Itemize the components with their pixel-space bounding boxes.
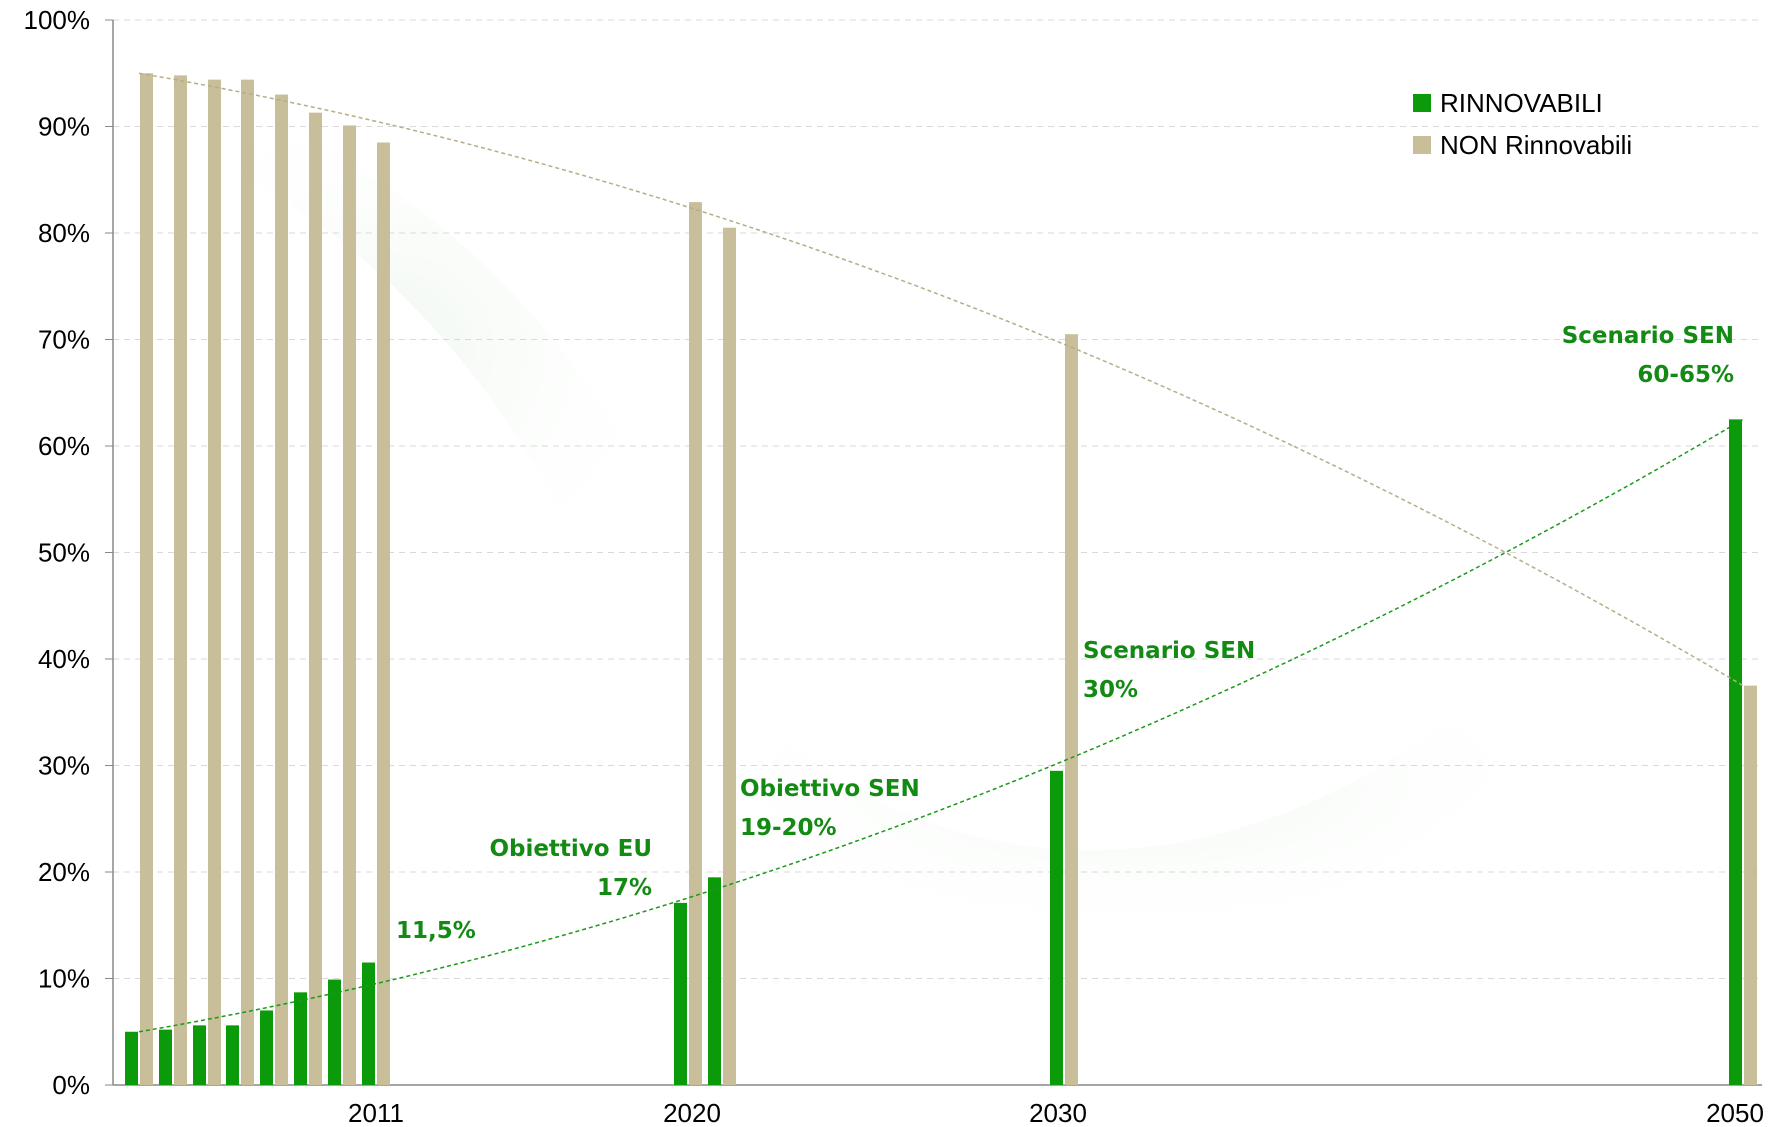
legend-swatch-non-rinnovabili <box>1413 136 1431 154</box>
bar-rinnovabili <box>328 979 341 1085</box>
bar-non-rinnovabili <box>309 112 322 1085</box>
legend-swatch-rinnovabili <box>1413 94 1431 112</box>
bars <box>125 73 1757 1086</box>
y-tick-label: 50% <box>38 538 90 568</box>
bar-non-rinnovabili <box>377 142 390 1086</box>
bar-rinnovabili <box>708 877 721 1085</box>
annotation-label: 60-65% <box>1637 362 1734 388</box>
annotation-label: 19-20% <box>740 815 837 841</box>
bar-rinnovabili <box>362 962 375 1085</box>
annotation-label: Obiettivo EU <box>489 836 652 862</box>
legend-label-rinnovabili: RINNOVABILI <box>1440 88 1603 118</box>
annotations: 11,5% Obiettivo EU 17% Obiettivo SEN 19-20% S… <box>396 323 1734 944</box>
bar-non-rinnovabili <box>208 79 221 1085</box>
y-tick-label: 10% <box>38 964 90 994</box>
bar-rinnovabili <box>674 902 687 1085</box>
y-tick-label: 70% <box>38 325 90 355</box>
legend-label-non-rinnovabili: NON Rinnovabili <box>1440 130 1632 160</box>
x-tick-label: 2011 <box>348 1098 404 1127</box>
bar-rinnovabili <box>159 1029 172 1085</box>
bar-rinnovabili <box>193 1025 206 1085</box>
bar-non-rinnovabili <box>343 125 356 1085</box>
y-tick-label: 100% <box>24 5 91 35</box>
annotation-label: 11,5% <box>396 918 476 944</box>
x-tick-label: 2030 <box>1029 1098 1087 1127</box>
watermark-logo <box>80 60 1600 949</box>
y-tick-label: 30% <box>38 751 90 781</box>
bar-rinnovabili <box>226 1025 239 1085</box>
bar-non-rinnovabili <box>275 94 288 1086</box>
bar-non-rinnovabili <box>1744 685 1757 1085</box>
legend: RINNOVABILI NON Rinnovabili <box>1413 88 1632 160</box>
bar-non-rinnovabili <box>174 75 187 1085</box>
y-tick-label: 90% <box>38 112 90 142</box>
bar-non-rinnovabili <box>723 227 736 1086</box>
bar-non-rinnovabili <box>1065 334 1078 1085</box>
bar-rinnovabili <box>294 992 307 1085</box>
annotation-label: Obiettivo SEN <box>740 776 920 802</box>
bar-rinnovabili <box>1729 419 1742 1085</box>
bar-rinnovabili <box>125 1031 138 1085</box>
annotation-label: 30% <box>1083 677 1138 703</box>
trendline-rinnovabili <box>138 418 1744 1033</box>
y-axis-ticks: 0% 10% 20% 30% 40% 50% 60% 70% 80% 90% 100% <box>24 5 113 1100</box>
x-tick-label: 2050 <box>1706 1098 1764 1127</box>
y-tick-label: 20% <box>38 857 90 887</box>
annotation-label: 17% <box>597 875 652 901</box>
bar-rinnovabili <box>1050 770 1063 1085</box>
y-tick-label: 40% <box>38 644 90 674</box>
trendlines <box>138 72 1744 1033</box>
bar-rinnovabili <box>260 1010 273 1085</box>
x-axis-labels: 2011 2020 2030 2050 <box>348 1098 1764 1127</box>
trendline-non-rinnovabili <box>138 72 1744 687</box>
bar-non-rinnovabili <box>140 73 153 1085</box>
y-tick-label: 80% <box>38 218 90 248</box>
x-tick-label: 2020 <box>663 1098 721 1127</box>
y-tick-label: 0% <box>52 1070 90 1100</box>
bar-non-rinnovabili <box>689 202 702 1086</box>
bar-non-rinnovabili <box>241 79 254 1085</box>
annotation-label: Scenario SEN <box>1562 323 1734 349</box>
annotation-label: Scenario SEN <box>1083 638 1255 664</box>
y-tick-label: 60% <box>38 431 90 461</box>
